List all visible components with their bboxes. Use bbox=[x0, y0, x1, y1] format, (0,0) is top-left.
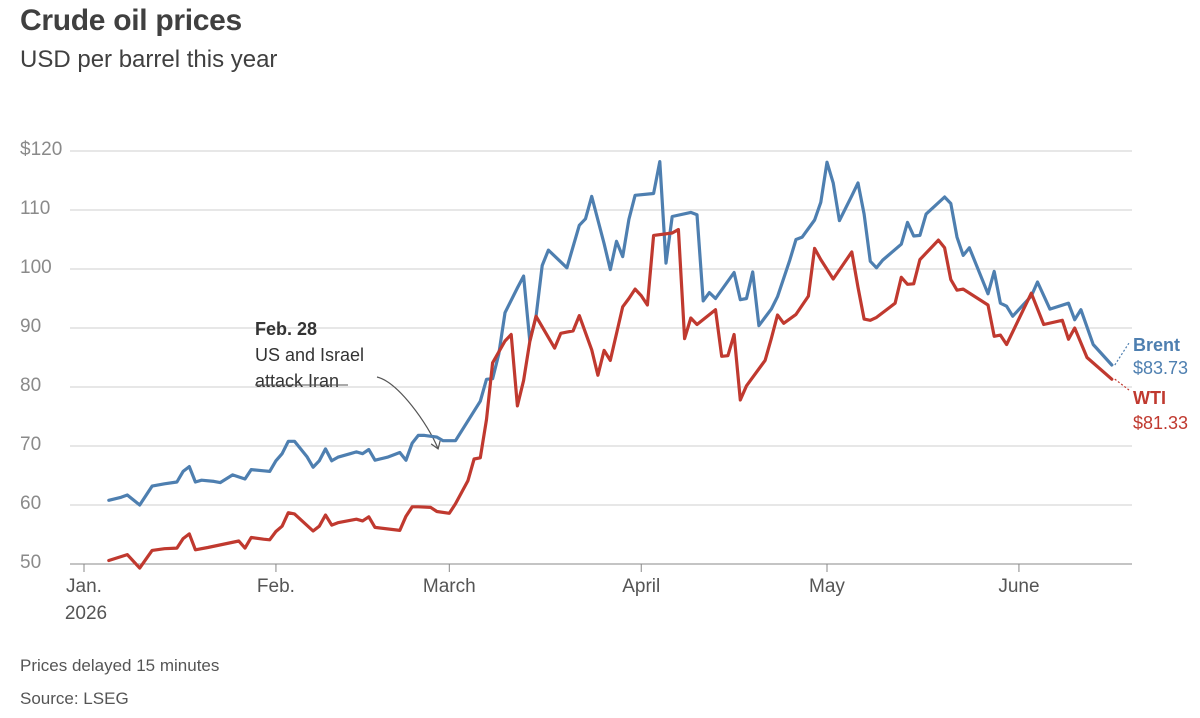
annotation-text: US and Israel bbox=[255, 345, 364, 365]
series-end-labels: Brent $83.73 WTI $81.33 bbox=[1114, 335, 1188, 433]
series-lines bbox=[107, 160, 1114, 570]
gridlines bbox=[70, 150, 1132, 565]
chart-title: Crude oil prices bbox=[20, 4, 242, 37]
y-tick-label: 100 bbox=[20, 257, 52, 278]
y-tick-label: 70 bbox=[20, 434, 41, 455]
series-line-wti bbox=[107, 227, 1114, 570]
leader-brent bbox=[1114, 342, 1130, 366]
series-name-brent: Brent bbox=[1133, 335, 1180, 355]
y-tick-label: 110 bbox=[20, 198, 50, 219]
x-tick-label: Jan. bbox=[66, 576, 102, 597]
x-tick-sublabel: 2026 bbox=[65, 603, 107, 624]
series-value-wti: $81.33 bbox=[1133, 413, 1188, 433]
x-axis-ticks: Jan. 2026 Feb. March April May June bbox=[65, 564, 1040, 624]
series-line-brent bbox=[107, 160, 1114, 507]
x-tick-label: Feb. bbox=[257, 576, 295, 597]
annotation-date: Feb. 28 bbox=[255, 319, 317, 339]
series-name-wti: WTI bbox=[1133, 388, 1166, 408]
leader-wti bbox=[1114, 378, 1130, 391]
x-tick-label: March bbox=[423, 576, 476, 597]
annotation-arrowhead bbox=[430, 440, 441, 450]
x-tick-label: April bbox=[622, 576, 660, 597]
y-tick-label: 60 bbox=[20, 493, 41, 514]
annotation-arrow bbox=[376, 376, 439, 450]
y-tick-label: 90 bbox=[20, 316, 41, 337]
source-note: Source: LSEG bbox=[20, 689, 129, 708]
y-tick-label: 80 bbox=[20, 375, 41, 396]
annotation-feb-28: Feb. 28 US and Israel attack Iran bbox=[255, 319, 441, 450]
annotation-text: attack Iran bbox=[255, 371, 339, 391]
chart-subtitle: USD per barrel this year bbox=[20, 46, 278, 73]
delay-note: Prices delayed 15 minutes bbox=[20, 656, 220, 675]
y-tick-label: $120 bbox=[20, 139, 62, 160]
x-tick-label: June bbox=[998, 576, 1039, 597]
series-value-brent: $83.73 bbox=[1133, 358, 1188, 378]
x-tick-label: May bbox=[809, 576, 845, 597]
y-tick-label: 50 bbox=[20, 552, 41, 573]
y-axis-ticks: $120 110 100 90 80 70 60 50 bbox=[20, 139, 62, 573]
